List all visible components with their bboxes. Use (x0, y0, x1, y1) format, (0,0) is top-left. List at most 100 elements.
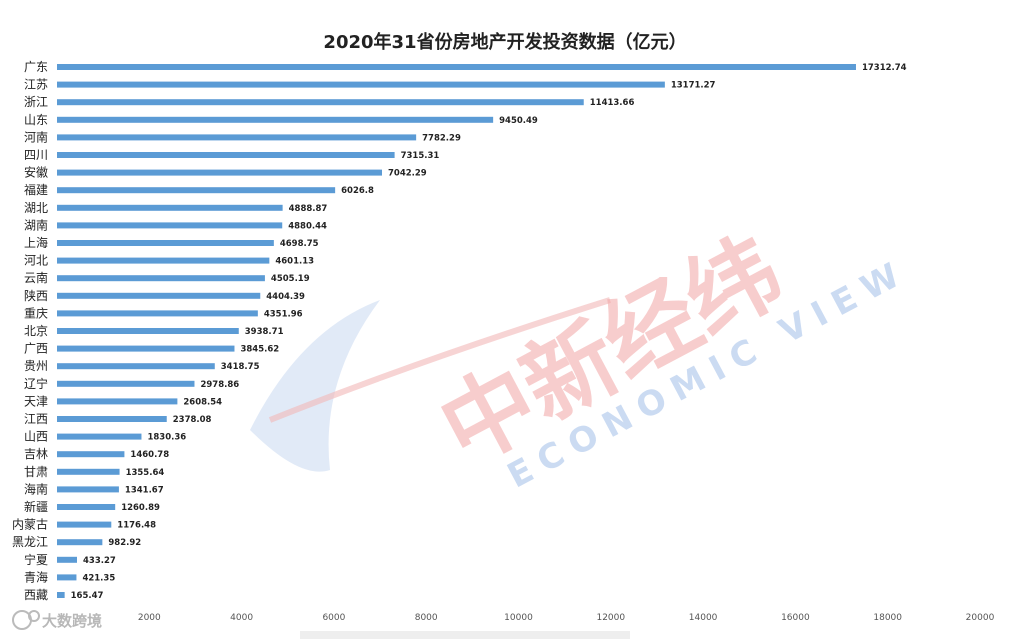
category-label: 青海 (24, 569, 48, 584)
bar (57, 310, 258, 317)
bar (57, 134, 417, 141)
x-tick-label: 18000 (873, 613, 902, 623)
data-label: 3938.71 (245, 327, 284, 337)
data-label: 4880.44 (288, 221, 327, 231)
bar (57, 64, 856, 70)
data-label: 7042.29 (388, 169, 427, 179)
bar (57, 556, 77, 563)
bar (57, 433, 142, 440)
x-tick-label: 12000 (596, 613, 625, 623)
category-label: 海南 (24, 481, 48, 496)
data-label: 17312.74 (862, 63, 907, 73)
category-label: 陕西 (24, 288, 48, 303)
bar (57, 187, 336, 194)
bar (57, 539, 103, 546)
bar (57, 345, 235, 352)
x-tick-label: 10000 (504, 613, 533, 623)
data-label: 1176.48 (117, 521, 156, 531)
bar (57, 521, 112, 528)
category-label: 云南 (24, 270, 48, 285)
bar (57, 486, 119, 493)
category-label: 山西 (24, 430, 48, 444)
category-label: 浙江 (24, 95, 48, 109)
data-label: 1355.64 (126, 468, 165, 478)
bar (57, 240, 274, 246)
x-tick-label: 8000 (415, 613, 438, 623)
data-label: 2378.08 (173, 415, 212, 425)
bar (57, 363, 215, 370)
data-label: 982.92 (108, 538, 141, 548)
data-label: 4888.87 (289, 204, 328, 214)
category-label: 江西 (24, 412, 48, 426)
data-label: 7315.31 (401, 151, 440, 161)
data-label: 4351.96 (264, 309, 303, 319)
data-label: 9450.49 (499, 116, 538, 126)
category-label: 湖南 (24, 217, 48, 232)
brand-name: 大数跨境 (42, 612, 102, 630)
data-label: 3845.62 (240, 345, 279, 355)
data-label: 1830.36 (147, 433, 186, 443)
bar (57, 204, 283, 211)
bar (57, 292, 261, 299)
bar (57, 380, 195, 387)
category-label: 新疆 (24, 499, 48, 514)
category-label: 广东 (24, 60, 48, 74)
bar (57, 468, 120, 475)
category-label: 安徽 (24, 165, 48, 180)
category-label: 四川 (24, 148, 48, 162)
data-label: 1341.67 (125, 485, 164, 495)
category-label: 北京 (24, 324, 48, 338)
category-label: 西藏 (24, 588, 48, 602)
bar (57, 116, 494, 123)
data-label: 11413.66 (590, 98, 635, 108)
bar (57, 328, 239, 334)
watermark-logo: 中新经纬 ECONOMIC VIEW (250, 217, 915, 496)
category-label: 河北 (24, 254, 48, 268)
category-label: 吉林 (24, 447, 48, 461)
data-label: 13171.27 (671, 81, 716, 91)
chart-title: 2020年31省份房地产开发投资数据（亿元） (323, 32, 687, 53)
data-label: 4601.13 (275, 257, 314, 267)
data-label: 433.27 (83, 556, 116, 566)
data-label: 2608.54 (183, 397, 222, 407)
data-label: 4404.39 (266, 292, 305, 302)
category-label: 广西 (24, 342, 48, 356)
category-label: 山东 (24, 113, 48, 127)
footer-band (300, 631, 630, 639)
category-label: 宁夏 (24, 552, 48, 567)
x-tick-label: 20000 (966, 613, 995, 623)
bar (57, 504, 116, 510)
bar (57, 275, 265, 282)
bar (57, 81, 665, 88)
data-label: 421.35 (82, 573, 115, 583)
brand-logo: 大数跨境 (12, 610, 102, 630)
category-label: 重庆 (24, 306, 48, 320)
category-label: 河南 (24, 129, 48, 144)
category-label: 湖北 (24, 200, 48, 215)
bar (57, 99, 584, 106)
data-label: 1260.89 (121, 503, 160, 513)
bar (57, 451, 125, 458)
bar (57, 592, 65, 598)
bar (57, 574, 77, 581)
data-label: 165.47 (71, 591, 104, 601)
category-label: 天津 (24, 394, 48, 408)
x-tick-label: 4000 (230, 613, 253, 623)
bar (57, 222, 283, 229)
category-label: 江苏 (24, 78, 48, 92)
bar (57, 398, 178, 405)
data-label: 2978.86 (200, 380, 239, 390)
brand-icon (12, 610, 32, 630)
data-label: 3418.75 (221, 362, 260, 372)
watermark-swoosh (250, 300, 380, 472)
bar (57, 152, 395, 158)
x-tick-label: 6000 (322, 613, 345, 623)
data-label: 7782.29 (422, 133, 461, 143)
data-label: 1460.78 (130, 450, 169, 460)
x-tick-label: 16000 (781, 613, 810, 623)
category-label: 贵州 (24, 359, 48, 373)
category-label: 福建 (24, 182, 48, 197)
x-tick-label: 14000 (689, 613, 718, 623)
data-label: 4505.19 (271, 274, 310, 284)
